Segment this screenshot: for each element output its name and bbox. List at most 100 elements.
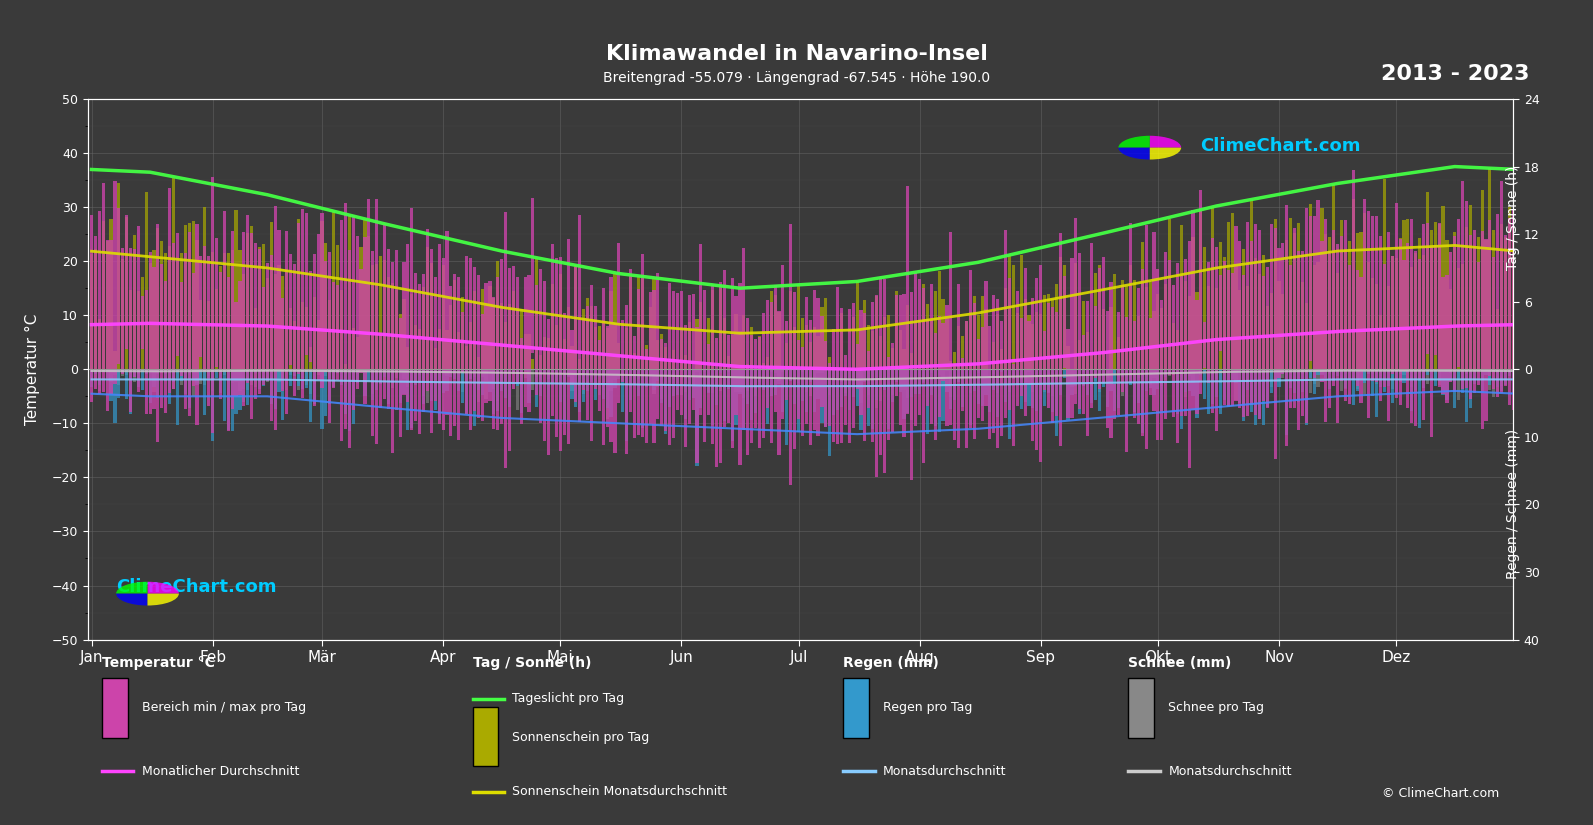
Bar bbox=[551, 244, 554, 416]
Bar bbox=[653, 370, 656, 394]
Bar bbox=[207, 370, 210, 379]
Bar bbox=[1059, 370, 1063, 395]
Bar bbox=[1223, 262, 1227, 405]
Bar bbox=[1340, 236, 1343, 380]
Bar bbox=[1031, 370, 1034, 392]
Bar bbox=[930, 370, 933, 373]
Bar bbox=[175, 233, 178, 356]
Bar bbox=[290, 309, 292, 370]
Bar bbox=[1246, 370, 1249, 389]
Bar bbox=[320, 370, 323, 371]
Bar bbox=[804, 370, 808, 392]
Bar bbox=[1258, 229, 1262, 419]
Bar bbox=[417, 370, 421, 375]
Bar bbox=[801, 370, 804, 372]
Bar bbox=[1243, 248, 1246, 370]
Bar bbox=[1294, 370, 1297, 380]
Bar bbox=[1043, 295, 1047, 370]
Bar bbox=[210, 177, 213, 433]
Bar bbox=[113, 370, 116, 423]
Bar bbox=[640, 370, 644, 375]
Bar bbox=[1273, 219, 1276, 370]
Bar bbox=[1364, 370, 1367, 394]
Bar bbox=[883, 317, 886, 370]
Bar bbox=[1281, 370, 1284, 375]
Bar bbox=[1211, 238, 1214, 413]
Bar bbox=[824, 370, 827, 427]
Bar bbox=[218, 266, 221, 370]
Bar bbox=[992, 370, 996, 390]
Bar bbox=[1078, 252, 1082, 409]
Bar bbox=[1356, 370, 1359, 389]
Bar bbox=[277, 266, 280, 370]
Bar bbox=[723, 370, 726, 388]
Bar bbox=[1133, 321, 1136, 418]
Bar bbox=[902, 295, 905, 436]
Bar bbox=[1329, 237, 1332, 370]
Bar bbox=[242, 232, 245, 406]
Bar bbox=[126, 370, 129, 398]
Bar bbox=[293, 321, 296, 370]
Bar bbox=[1024, 370, 1026, 384]
Bar bbox=[1106, 311, 1109, 428]
Bar bbox=[910, 292, 913, 479]
Bar bbox=[164, 370, 167, 380]
Bar bbox=[922, 288, 926, 463]
Bar bbox=[1391, 370, 1394, 389]
Bar bbox=[981, 327, 984, 422]
Bar bbox=[153, 250, 156, 370]
Bar bbox=[403, 370, 406, 394]
Bar bbox=[274, 274, 277, 370]
Bar bbox=[137, 370, 140, 387]
Bar bbox=[519, 309, 523, 370]
Bar bbox=[1480, 191, 1483, 370]
Bar bbox=[1453, 370, 1456, 408]
Bar bbox=[191, 370, 194, 396]
Bar bbox=[1266, 267, 1270, 408]
Bar bbox=[1415, 251, 1418, 427]
Bar bbox=[1321, 241, 1324, 382]
Bar bbox=[422, 274, 425, 412]
Bar bbox=[156, 224, 159, 442]
Bar bbox=[1273, 229, 1276, 460]
Bar bbox=[226, 253, 229, 370]
Bar bbox=[309, 370, 312, 422]
Bar bbox=[239, 281, 242, 395]
Bar bbox=[1227, 270, 1230, 406]
Bar bbox=[339, 370, 342, 384]
Bar bbox=[1039, 370, 1042, 421]
Bar bbox=[1020, 318, 1023, 396]
Bar bbox=[1164, 370, 1168, 376]
Bar bbox=[945, 370, 948, 371]
Bar bbox=[218, 271, 221, 398]
Bar bbox=[140, 370, 143, 372]
Bar bbox=[344, 203, 347, 429]
Bar bbox=[1426, 370, 1429, 375]
Bar bbox=[949, 370, 953, 409]
Bar bbox=[789, 370, 792, 381]
Bar bbox=[796, 370, 800, 431]
Bar bbox=[1172, 370, 1176, 373]
Bar bbox=[347, 370, 350, 431]
Bar bbox=[1137, 370, 1141, 378]
Bar bbox=[1157, 269, 1160, 441]
Bar bbox=[1434, 222, 1437, 370]
Bar bbox=[602, 370, 605, 390]
Bar bbox=[175, 370, 178, 425]
Bar bbox=[1356, 271, 1359, 386]
Bar bbox=[554, 370, 558, 381]
Bar bbox=[1098, 370, 1101, 392]
Bar bbox=[860, 370, 862, 403]
Bar bbox=[1281, 294, 1284, 370]
Bar bbox=[1344, 370, 1348, 388]
Bar bbox=[105, 370, 108, 378]
Bar bbox=[199, 300, 202, 370]
Bar bbox=[1262, 255, 1265, 370]
Bar bbox=[777, 311, 781, 455]
Bar bbox=[941, 370, 945, 384]
Bar bbox=[1493, 370, 1496, 397]
Bar bbox=[597, 370, 601, 377]
Bar bbox=[855, 370, 859, 407]
Bar bbox=[352, 215, 355, 410]
Bar bbox=[1094, 273, 1098, 370]
